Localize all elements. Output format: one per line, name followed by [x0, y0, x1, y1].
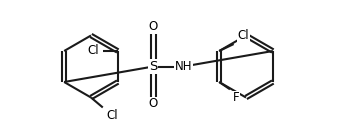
Text: O: O: [149, 97, 158, 110]
Text: O: O: [149, 20, 158, 33]
Text: Cl: Cl: [106, 109, 118, 122]
Text: S: S: [149, 60, 157, 73]
Text: F: F: [233, 91, 239, 104]
Text: Cl: Cl: [238, 29, 249, 42]
Text: Cl: Cl: [88, 45, 99, 57]
Text: NH: NH: [175, 60, 192, 73]
